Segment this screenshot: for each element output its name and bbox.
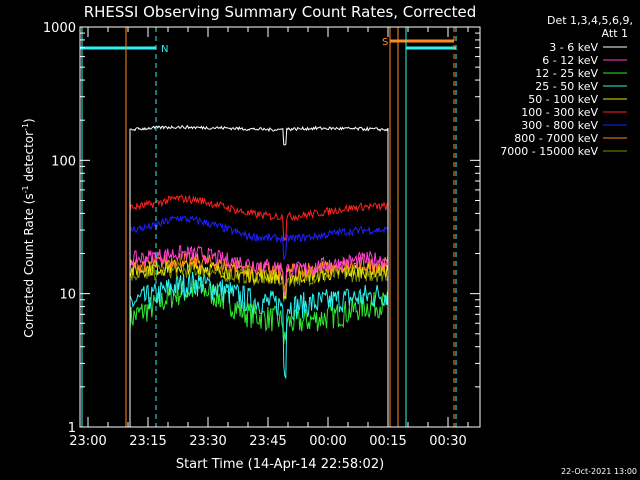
- x-tick-label: 23:30: [189, 434, 226, 449]
- footer-date: 22-Oct-2021 13:00: [561, 467, 637, 476]
- legend-label: 3 - 6 keV: [549, 41, 598, 54]
- y-axis-label-main: Corrected Count Rate (s: [22, 193, 36, 337]
- legend-label: 50 - 100 keV: [528, 93, 598, 106]
- series-line-1: [129, 245, 389, 427]
- series-line-7: [129, 252, 389, 427]
- legend-label: 800 - 7000 keV: [514, 132, 598, 145]
- x-tick-label: 23:45: [249, 434, 286, 449]
- y-tick-label: 1: [68, 421, 76, 436]
- x-axis: 23:00 23:15 23:30 23:45 00:00 00:15 00:30: [69, 27, 469, 449]
- legend-header-line2: Att 1: [602, 27, 628, 40]
- plot-clip-group: [129, 124, 389, 427]
- y-axis-label-end: ): [22, 118, 36, 123]
- y-axis-label: Corrected Count Rate (s-1 detector-1): [21, 118, 36, 337]
- y-tick-label: 100: [51, 154, 76, 169]
- x-tick-label: 00:00: [309, 434, 346, 449]
- legend-label: 25 - 50 keV: [535, 80, 598, 93]
- y-axis-label-mid: detector: [22, 131, 36, 186]
- legend-label: 300 - 800 keV: [521, 119, 598, 132]
- annotation-layer: NS: [80, 27, 457, 427]
- series-line-2: [129, 276, 389, 427]
- x-axis-label: Start Time (14-Apr-14 22:58:02): [176, 457, 384, 472]
- series-line-5: [129, 194, 389, 427]
- legend-label: 100 - 300 keV: [521, 106, 598, 119]
- plot-frame: [79, 26, 481, 428]
- y-tick-label: 1000: [43, 21, 76, 36]
- chart-title: RHESSI Observing Summary Count Rates, Co…: [84, 3, 477, 21]
- series-line-6: [129, 215, 389, 427]
- saa-label: S: [382, 37, 388, 48]
- series-line-3: [129, 271, 389, 427]
- legend-header-line1: Det 1,3,4,5,6,9,: [547, 14, 633, 27]
- legend-label: 7000 - 15000 keV: [500, 145, 598, 158]
- series-line-0: [129, 124, 389, 427]
- y-tick-label: 10: [59, 288, 76, 303]
- x-tick-label: 00:30: [429, 434, 466, 449]
- y-axis-label-sup1: -1: [21, 185, 30, 193]
- x-tick-label: 23:15: [129, 434, 166, 449]
- night-label: N: [161, 44, 168, 55]
- x-tick-label: 23:00: [69, 434, 106, 449]
- y-axis-label-sup2: -1: [21, 123, 30, 131]
- x-tick-label: 00:15: [369, 434, 406, 449]
- series-line-8: [129, 260, 389, 427]
- legend-label: 6 - 12 keV: [542, 54, 598, 67]
- legend-label: 12 - 25 keV: [535, 67, 598, 80]
